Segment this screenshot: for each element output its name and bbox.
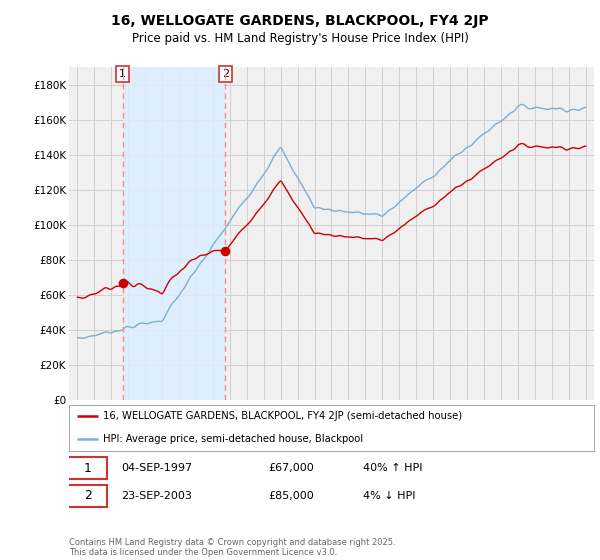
Text: 04-SEP-1997: 04-SEP-1997 [121,463,193,473]
Text: Contains HM Land Registry data © Crown copyright and database right 2025.
This d: Contains HM Land Registry data © Crown c… [69,538,395,557]
FancyBboxPatch shape [68,457,107,479]
FancyBboxPatch shape [68,485,107,507]
Text: £85,000: £85,000 [269,491,314,501]
Text: 2: 2 [84,489,92,502]
Bar [122,67,226,400]
Text: 2: 2 [222,69,229,79]
Text: 16, WELLOGATE GARDENS, BLACKPOOL, FY4 2JP: 16, WELLOGATE GARDENS, BLACKPOOL, FY4 2J… [111,14,489,28]
Text: £67,000: £67,000 [269,463,314,473]
Point [118,278,127,287]
Text: Price paid vs. HM Land Registry's House Price Index (HPI): Price paid vs. HM Land Registry's House … [131,32,469,45]
Text: 4% ↓ HPI: 4% ↓ HPI [363,491,415,501]
Text: 1: 1 [84,462,92,475]
Text: 40% ↑ HPI: 40% ↑ HPI [363,463,422,473]
Text: 23-SEP-2003: 23-SEP-2003 [121,491,193,501]
Text: 16, WELLOGATE GARDENS, BLACKPOOL, FY4 2JP (semi-detached house): 16, WELLOGATE GARDENS, BLACKPOOL, FY4 2J… [103,412,462,421]
Text: 1: 1 [119,69,126,79]
Text: HPI: Average price, semi-detached house, Blackpool: HPI: Average price, semi-detached house,… [103,435,363,444]
Point [221,247,230,256]
